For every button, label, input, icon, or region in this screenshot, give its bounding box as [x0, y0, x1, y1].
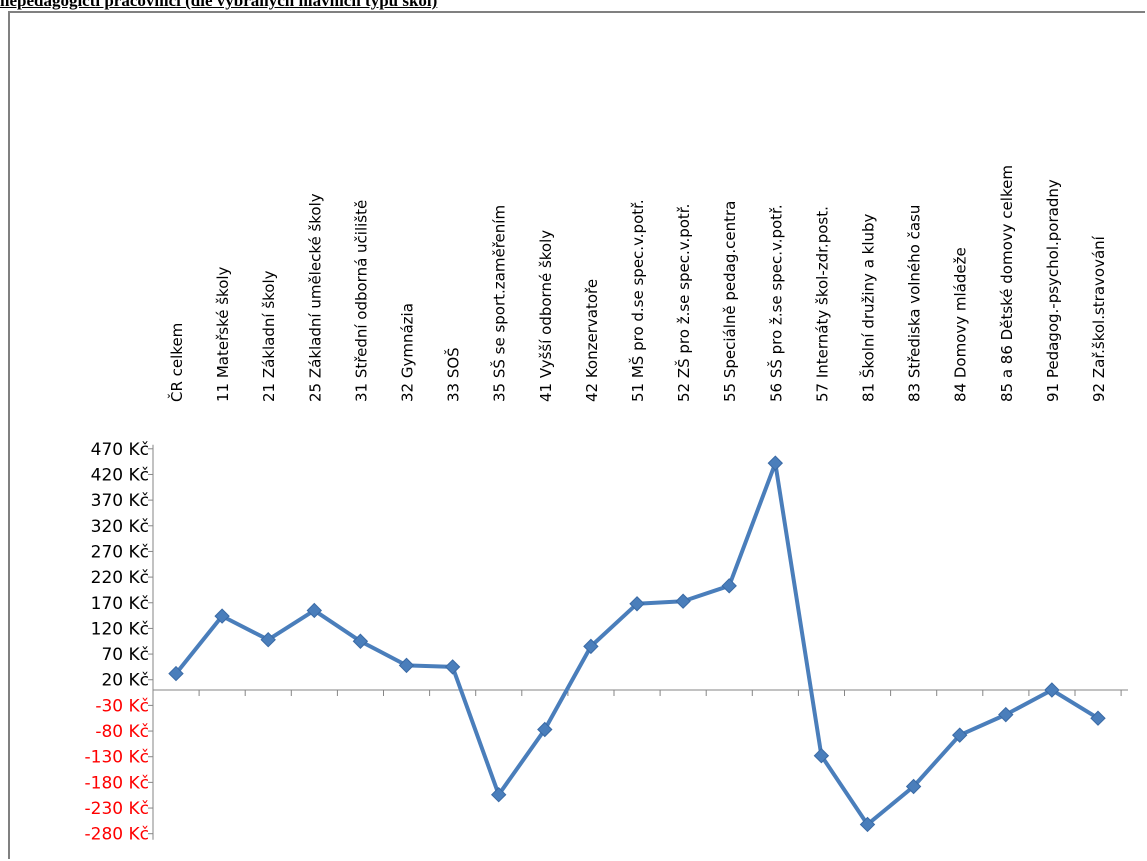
y-tick-label: -280 Kč — [85, 825, 149, 845]
category-label: 57 Internáty škol-zdr.post. — [813, 206, 831, 402]
category-label: ČR celkem — [167, 323, 186, 402]
data-point-marker — [583, 638, 599, 655]
category-label: 52 ZŠ pro ž.se spec.v.potř. — [674, 204, 693, 402]
category-label: 81 Školní družiny a kluby — [859, 213, 878, 402]
category-label: 31 Střední odborná učiliště — [352, 200, 370, 402]
y-tick-label: 70 Kč — [101, 645, 149, 665]
y-tick-label: 170 Kč — [91, 594, 149, 614]
category-label: 85 a 86 Dětské domovy celkem — [998, 165, 1016, 402]
data-point-marker — [537, 721, 553, 738]
data-point-marker — [260, 631, 276, 648]
series-line — [174, 461, 1100, 827]
data-point-marker — [490, 786, 507, 803]
y-tick-label: 470 Kč — [91, 440, 149, 460]
data-point-marker — [1044, 682, 1060, 698]
data-point-marker — [675, 593, 691, 609]
data-point-marker — [629, 596, 645, 612]
y-tick-label: -180 Kč — [85, 773, 149, 793]
category-labels: ČR celkem 11 Mateřské školy 21 Základní šk… — [167, 165, 1108, 402]
y-tick-label: -30 Kč — [95, 696, 149, 716]
chart-title: nepedagogičtí pracovníci (dle vybraných … — [0, 0, 438, 10]
data-point-marker — [444, 659, 461, 675]
category-label: 56 SŠ pro ž.se spec.v.potř. — [766, 204, 785, 402]
category-label: 21 Základní školy — [260, 270, 278, 402]
category-label: 11 Mateřské školy — [214, 266, 232, 402]
data-point-marker — [767, 455, 784, 471]
data-point-marker — [398, 657, 415, 674]
category-label: 55 Speciálně pedag.centra — [721, 201, 739, 402]
y-tick-label: 370 Kč — [91, 491, 149, 511]
data-point-marker — [214, 608, 230, 624]
y-tick-label: 420 Kč — [91, 465, 149, 485]
y-tick-label: -230 Kč — [85, 799, 149, 819]
data-point-marker — [998, 706, 1014, 723]
y-tick-label: 320 Kč — [91, 517, 149, 537]
category-label: 25 Základní umělecké školy — [306, 193, 324, 402]
category-label: 33 SOŠ — [444, 347, 463, 402]
data-point-marker — [352, 633, 369, 649]
data-point-marker — [951, 727, 968, 743]
category-label: 35 SŠ se sport.zaměřením — [490, 205, 509, 402]
y-tick-label: 120 Kč — [91, 619, 149, 639]
category-label: 91 Pedagog.-psychol.poradny — [1044, 179, 1062, 402]
data-point-marker — [1090, 710, 1106, 726]
data-point-marker — [905, 778, 922, 795]
category-label: 84 Domovy mládeže — [952, 247, 970, 402]
y-tick-label: -80 Kč — [95, 722, 149, 742]
data-point-marker — [813, 747, 830, 764]
category-label: 51 MŠ pro d.se spec.v.potř. — [628, 199, 647, 402]
y-tick-label: -130 Kč — [85, 748, 149, 768]
chart-frame — [8, 11, 1145, 859]
data-point-marker — [168, 665, 184, 682]
y-tick-label: 20 Kč — [101, 671, 149, 691]
data-point-marker — [306, 602, 323, 619]
y-tick-label: 270 Kč — [91, 542, 149, 562]
category-label: 32 Gymnázia — [399, 303, 417, 402]
category-label: 42 Konzervatoře — [583, 279, 601, 402]
category-label: 83 Střediska volného času — [906, 205, 924, 402]
data-point-marker — [721, 578, 737, 594]
category-label: 92 Zař.škol.stravování — [1090, 235, 1108, 402]
x-axis — [152, 689, 1128, 696]
data-point-marker — [859, 816, 876, 833]
category-label: 41 Vyšší odborné školy — [537, 230, 555, 402]
series — [168, 455, 1106, 833]
y-axis: 470 Kč 420 Kč 370 Kč 320 Kč 270 Kč 220 Kč 170 … — [85, 440, 154, 845]
y-tick-label: 220 Kč — [91, 568, 149, 588]
